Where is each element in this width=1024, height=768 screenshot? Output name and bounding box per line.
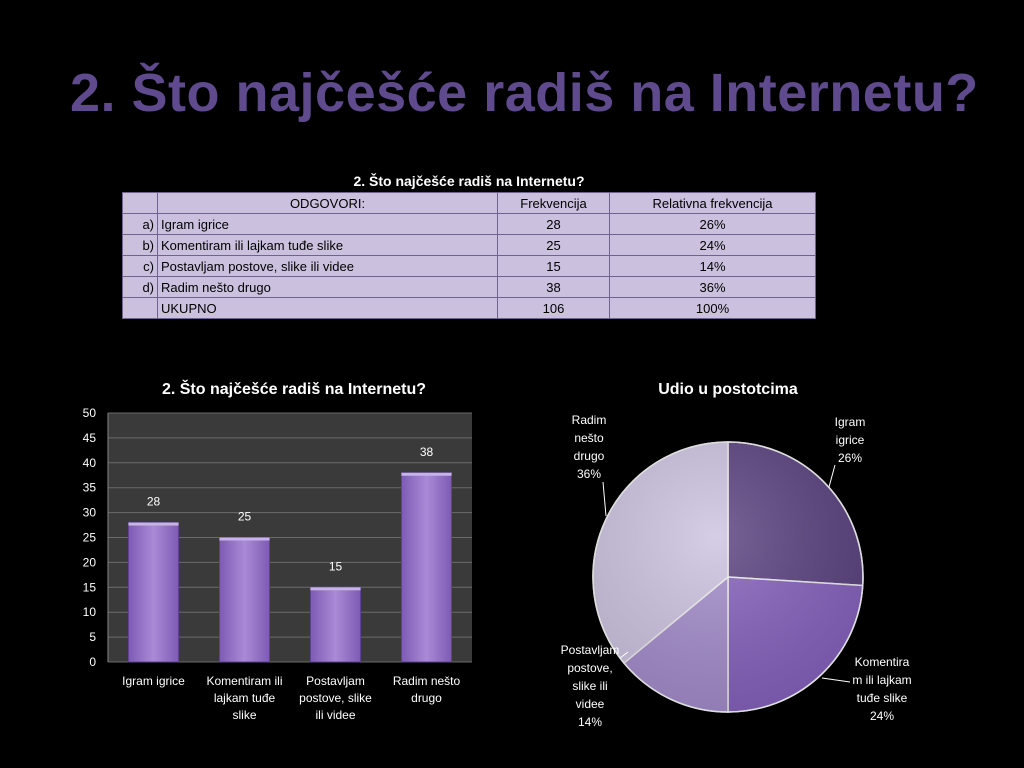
pie-chart-title: Udio u postotcima [658,381,798,398]
table-row: d) Radim nešto drugo 38 36% [122,276,816,298]
bar-top-1 [128,522,179,526]
pie-data-label: igrice [836,433,865,447]
pie-data-label: Postavljam [561,643,620,657]
y-tick-label: 10 [83,605,97,619]
pie-data-label: 14% [578,715,602,729]
x-category-label: lajkam tuđe [214,691,276,705]
pie-data-label: 26% [838,451,862,465]
header-relative-frequency: Relativna frekvencija [609,192,816,214]
bar-top-2 [219,537,270,541]
x-category-label: ili videe [315,708,355,722]
pie-outline [592,441,864,713]
bar-top-3 [310,587,361,591]
y-tick-label: 5 [89,630,96,644]
pie-data-label: Komentira [855,655,910,669]
pie-data-label: Radim [572,413,607,427]
x-category-label: Igram igrice [122,674,185,688]
pie-data-label: videe [576,697,605,711]
x-category-label: Komentiram ili [206,674,282,688]
x-category-label: Radim nešto [393,674,461,688]
bar-3 [310,586,361,663]
row-frequency: 106 [497,297,610,319]
table-header-row: ODGOVORI: Frekvencija Relativna frekvenc… [122,192,816,214]
bar-chart-title: 2. Što najčešće radiš na Internetu? [161,381,427,398]
y-tick-label: 0 [89,655,96,669]
bar-data-label: 25 [238,510,252,524]
bar-top-4 [401,472,452,476]
y-tick-label: 20 [83,555,97,569]
x-category-label: slike [232,708,256,722]
x-category-label: Postavljam [306,674,365,688]
pie-data-label: m ili lajkam [852,673,911,687]
row-relative-frequency: 100% [609,297,816,319]
y-tick-label: 40 [83,456,97,470]
row-relative-frequency: 26% [609,213,816,235]
table-row: UKUPNO 106 100% [122,297,816,319]
pie-data-label: slike ili [572,679,607,693]
pie-data-label: tuđe slike [857,691,908,705]
row-answer: Radim nešto drugo [157,276,498,298]
bar-2 [219,537,270,663]
row-answer: UKUPNO [157,297,498,319]
x-category-label: postove, slike [299,691,372,705]
bar-data-label: 38 [420,445,434,459]
bar-1 [128,522,179,663]
bar-4 [401,472,452,663]
bar-data-label: 15 [329,559,343,573]
y-tick-label: 35 [83,481,97,495]
table-row: b) Komentiram ili lajkam tuđe slike 25 24% [122,234,816,256]
pie-data-label: 36% [577,467,601,481]
pie-leader-line [619,651,629,659]
y-tick-label: 45 [83,431,97,445]
pie-leader-line [602,481,607,517]
pie-data-label: 24% [870,709,894,723]
pie-data-label: Igram [835,415,866,429]
pie-leader-line [828,464,836,488]
pie-data-label: drugo [574,449,605,463]
y-tick-label: 50 [83,406,97,420]
y-tick-label: 15 [83,580,97,594]
table-caption: 2. Što najčešće radiš na Internetu? [353,173,585,189]
y-tick-label: 25 [83,531,97,545]
slide-title: 2. Što najčešće radiš na Internetu? [70,63,979,123]
x-category-label: drugo [411,691,442,705]
pie-data-label: nešto [574,431,604,445]
frequency-table: ODGOVORI: Frekvencija Relativna frekvenc… [122,192,816,319]
pie-data-label: postove, [567,661,612,675]
bar-data-label: 28 [147,495,161,509]
y-tick-label: 30 [83,506,97,520]
pie-leader-line [821,677,851,683]
